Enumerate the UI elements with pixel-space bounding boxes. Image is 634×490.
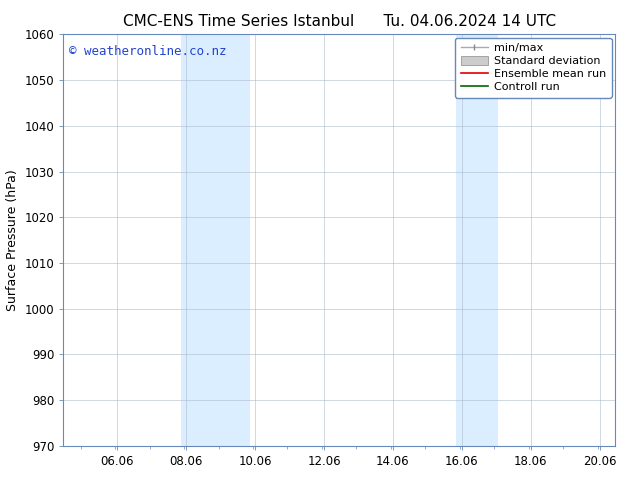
Title: CMC-ENS Time Series Istanbul      Tu. 04.06.2024 14 UTC: CMC-ENS Time Series Istanbul Tu. 04.06.2… xyxy=(122,14,556,29)
Bar xyxy=(456,34,498,446)
Y-axis label: Surface Pressure (hPa): Surface Pressure (hPa) xyxy=(6,169,19,311)
Text: © weatheronline.co.nz: © weatheronline.co.nz xyxy=(69,45,226,58)
Bar xyxy=(181,34,250,446)
Legend: min/max, Standard deviation, Ensemble mean run, Controll run: min/max, Standard deviation, Ensemble me… xyxy=(455,38,612,98)
